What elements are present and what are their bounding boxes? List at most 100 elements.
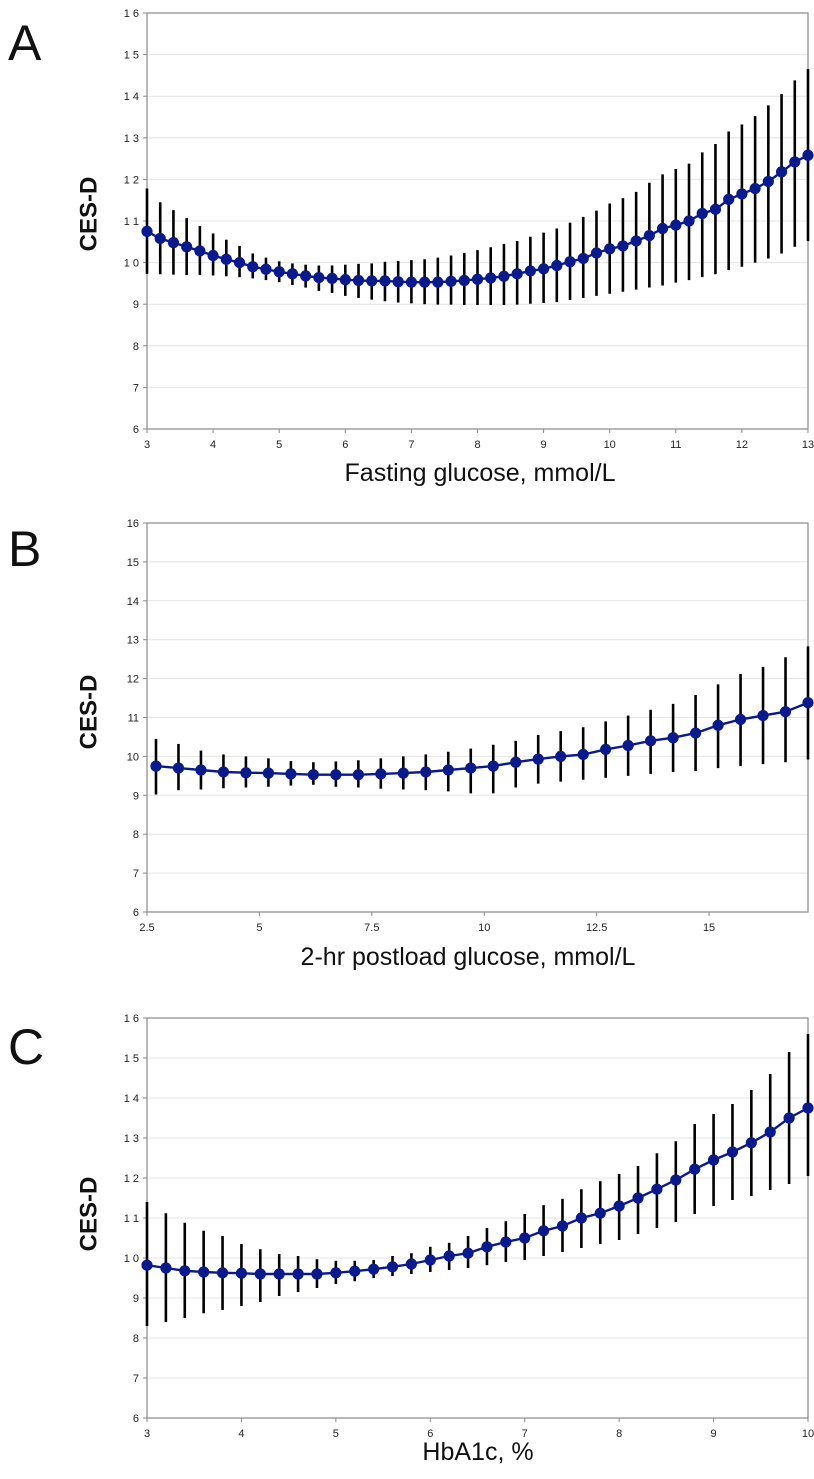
data-point bbox=[736, 188, 748, 200]
y-tick-label: 7 bbox=[133, 382, 139, 394]
data-point bbox=[632, 1192, 644, 1204]
data-point bbox=[262, 767, 275, 779]
x-tick-label: 15 bbox=[703, 922, 715, 934]
data-point bbox=[510, 756, 522, 768]
x-tick-label: 10 bbox=[478, 922, 490, 934]
data-point bbox=[538, 1225, 550, 1237]
x-tick-label: 2.5 bbox=[139, 922, 154, 934]
chart-b: 6 7 8 9 10 11 12 13 14 15 16 2.5 5 7.5 10 12.5 15 bbox=[127, 518, 814, 934]
x-tick-label: 11 bbox=[670, 439, 681, 451]
y-tick-label: 11 bbox=[128, 713, 139, 725]
panel-letter-c: C bbox=[8, 1019, 45, 1075]
data-point bbox=[564, 256, 576, 268]
data-point bbox=[167, 237, 180, 249]
data-point bbox=[286, 268, 299, 280]
data-point bbox=[420, 766, 432, 778]
data-point bbox=[511, 268, 523, 280]
y-tick-label: 1 2 bbox=[124, 1173, 139, 1185]
data-point bbox=[141, 225, 153, 237]
x-tick-label: 4 bbox=[238, 1428, 244, 1440]
y-tick-label: 1 5 bbox=[124, 1053, 139, 1065]
data-point bbox=[419, 276, 431, 288]
x-tick-label: 6 bbox=[427, 1428, 433, 1440]
x-tick-label: 8 bbox=[474, 439, 480, 451]
y-tick-label: 1 6 bbox=[124, 8, 139, 20]
x-tick-label: 5 bbox=[276, 439, 282, 451]
x-tick-label: 4 bbox=[210, 439, 216, 451]
data-point bbox=[368, 1263, 380, 1275]
data-point bbox=[481, 1241, 493, 1253]
x-axis-label-c: HbA1c, % bbox=[422, 1438, 534, 1466]
y-tick-label: 9 bbox=[133, 1293, 139, 1305]
data-point bbox=[667, 732, 679, 744]
x-tick-label: 7 bbox=[408, 439, 414, 451]
data-point bbox=[500, 1236, 512, 1248]
y-tick-label: 1 1 bbox=[124, 1213, 139, 1225]
data-point bbox=[141, 1259, 153, 1271]
y-tick-label: 8 bbox=[133, 341, 139, 353]
data-point bbox=[789, 156, 801, 168]
data-point bbox=[240, 767, 252, 779]
data-point bbox=[311, 1268, 323, 1280]
y-tick-label: 8 bbox=[133, 1333, 139, 1345]
data-point bbox=[783, 1112, 795, 1124]
data-point bbox=[734, 713, 747, 726]
data-point bbox=[330, 1267, 342, 1279]
y-tick-label: 16 bbox=[127, 518, 139, 530]
data-point bbox=[254, 1268, 266, 1280]
y-tick-label: 10 bbox=[127, 751, 139, 763]
data-point bbox=[622, 739, 634, 752]
data-point bbox=[594, 1207, 606, 1219]
data-point bbox=[233, 257, 246, 269]
data-point bbox=[220, 253, 232, 265]
data-point bbox=[600, 743, 612, 755]
x-tick-label: 10 bbox=[802, 1428, 814, 1440]
data-point bbox=[330, 769, 342, 781]
data-point bbox=[555, 750, 567, 763]
y-tick-label: 14 bbox=[127, 596, 139, 608]
data-point bbox=[313, 271, 325, 284]
data-point bbox=[181, 241, 193, 253]
x-axis-label-a: Fasting glucose, mmol/L bbox=[344, 459, 616, 487]
data-point bbox=[775, 166, 788, 178]
data-point bbox=[498, 270, 510, 282]
data-point bbox=[366, 275, 378, 287]
x-tick-label: 8 bbox=[616, 1428, 622, 1440]
x-tick-label: 7 bbox=[522, 1428, 528, 1440]
x-tick-label: 7.5 bbox=[364, 922, 379, 934]
data-point bbox=[709, 203, 722, 215]
data-point bbox=[154, 232, 166, 245]
data-point bbox=[577, 748, 589, 761]
data-point bbox=[723, 193, 735, 205]
x-tick-label: 9 bbox=[541, 439, 547, 451]
data-point bbox=[207, 249, 219, 262]
data-point bbox=[590, 247, 603, 259]
y-tick-label: 1 0 bbox=[124, 1253, 139, 1265]
data-point bbox=[670, 1174, 682, 1186]
data-point bbox=[273, 1268, 285, 1280]
panel-letter-a: A bbox=[8, 15, 42, 71]
x-tick-label: 12 bbox=[736, 439, 748, 451]
x-tick-label: 9 bbox=[711, 1428, 717, 1440]
data-point bbox=[465, 762, 477, 774]
data-point bbox=[172, 762, 185, 774]
panel-letter-b: B bbox=[8, 521, 42, 577]
data-point bbox=[670, 219, 682, 231]
y-tick-label: 1 1 bbox=[124, 216, 139, 228]
data-point bbox=[651, 1183, 663, 1195]
data-point bbox=[217, 766, 230, 778]
y-tick-label: 6 bbox=[133, 424, 139, 436]
data-point bbox=[462, 1247, 474, 1259]
data-point bbox=[386, 1261, 399, 1273]
data-point bbox=[538, 263, 550, 275]
data-point bbox=[307, 769, 319, 781]
data-point bbox=[300, 270, 312, 282]
y-tick-label: 6 bbox=[133, 1413, 139, 1425]
data-point bbox=[802, 149, 814, 161]
x-axis-label-b: 2-hr postload glucose, mmol/L bbox=[300, 943, 636, 971]
data-point bbox=[285, 768, 297, 780]
data-point bbox=[575, 1212, 587, 1224]
y-tick-label: 13 bbox=[127, 635, 139, 647]
